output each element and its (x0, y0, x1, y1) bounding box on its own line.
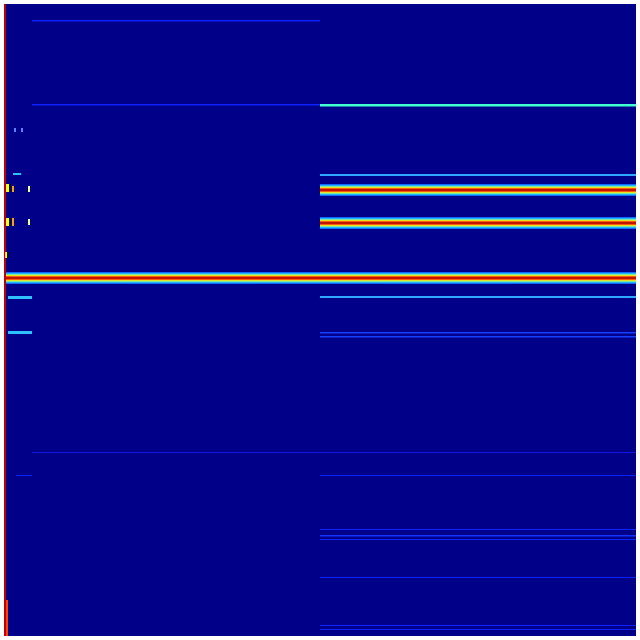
left-edge-line (4, 4, 6, 636)
trace-line (320, 336, 636, 338)
trace-line (320, 296, 636, 298)
trace-line (320, 332, 636, 334)
trace-line (320, 174, 636, 176)
trace-line (320, 577, 636, 578)
speckle (14, 128, 16, 132)
hot-band (320, 184, 636, 196)
speckle (8, 296, 32, 299)
speckle (6, 184, 9, 192)
trace-line (320, 625, 636, 626)
spectrogram-background (4, 4, 636, 636)
speckle (6, 600, 8, 636)
speckle (13, 173, 21, 175)
speckle (28, 219, 30, 225)
trace-line (320, 104, 636, 107)
trace-line (320, 529, 636, 530)
speckle (6, 218, 9, 226)
speckle (16, 475, 32, 476)
speckle (12, 186, 14, 192)
trace-line (320, 539, 636, 540)
trace-line (32, 104, 320, 106)
hot-band (320, 217, 636, 229)
speckle (5, 252, 7, 258)
hot-band (6, 272, 636, 284)
speckle (8, 331, 32, 334)
trace-line (320, 475, 636, 476)
trace-line (320, 535, 636, 537)
speckle (12, 218, 14, 226)
trace-line (320, 629, 636, 630)
speckle (21, 128, 23, 132)
trace-line (32, 20, 320, 22)
trace-line (32, 452, 636, 453)
speckle (28, 186, 30, 192)
